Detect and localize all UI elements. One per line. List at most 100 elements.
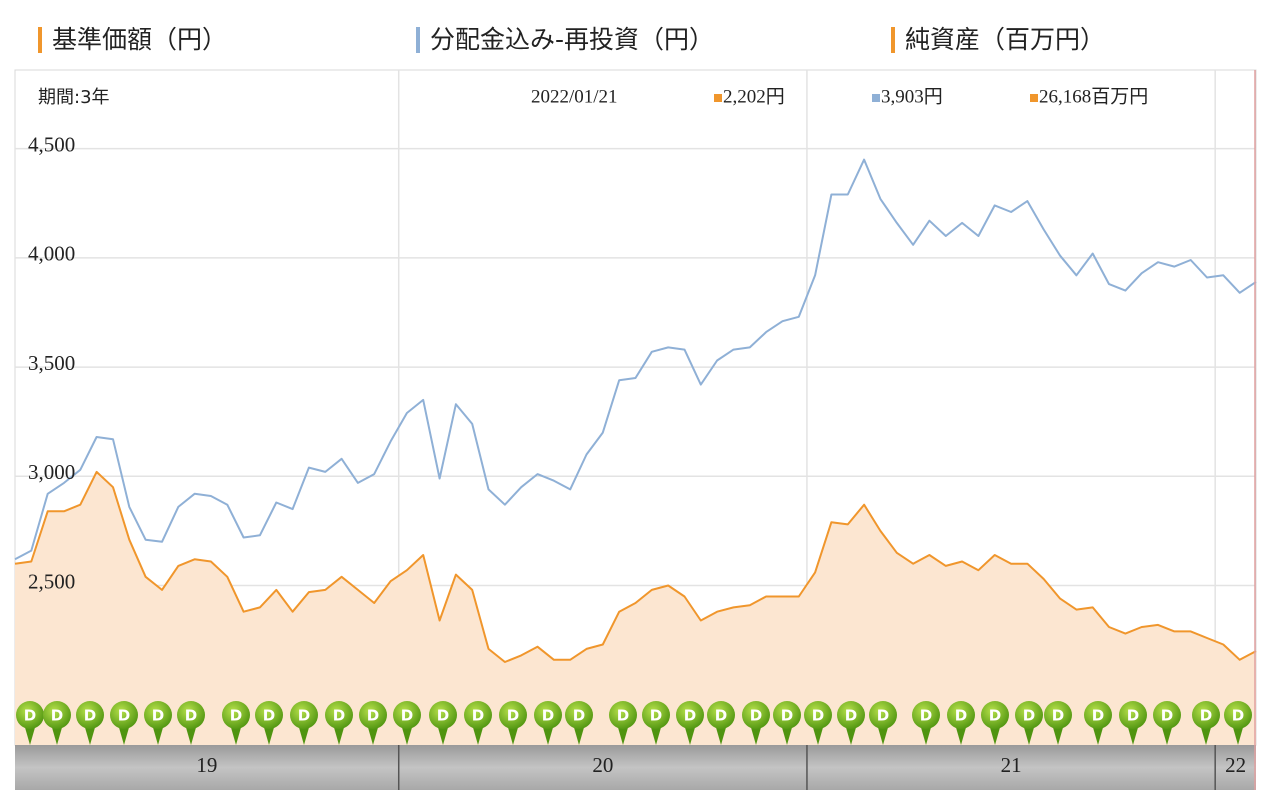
pin-stem bbox=[1052, 724, 1064, 745]
pin-label: D bbox=[750, 707, 762, 725]
pin-stem bbox=[507, 724, 519, 745]
pin-head bbox=[1044, 701, 1072, 729]
status-value: 26,168百万円 bbox=[1039, 86, 1148, 107]
pin-stem bbox=[24, 724, 36, 745]
pin-head bbox=[144, 701, 172, 729]
pin-head bbox=[1153, 701, 1181, 729]
pin-stem bbox=[437, 724, 449, 745]
pin-head bbox=[499, 701, 527, 729]
status-swatch bbox=[1030, 94, 1038, 102]
legend-label: 分配金込み-再投資（円） bbox=[430, 25, 714, 54]
legend-bar bbox=[416, 27, 420, 53]
pin-label: D bbox=[845, 707, 857, 725]
pin-head bbox=[773, 701, 801, 729]
pin-stem bbox=[989, 724, 1001, 745]
pin-head bbox=[43, 701, 71, 729]
pin-label: D bbox=[781, 707, 793, 725]
pin-head bbox=[359, 701, 387, 729]
pin-label: D bbox=[1092, 707, 1104, 725]
pin-stem bbox=[750, 724, 762, 745]
pin-stem bbox=[298, 724, 310, 745]
pin-stem bbox=[920, 724, 932, 745]
pin-stem bbox=[152, 724, 164, 745]
pin-stem bbox=[573, 724, 585, 745]
status-value: 3,903円 bbox=[881, 86, 943, 107]
pin-label: D bbox=[920, 707, 932, 725]
pin-head bbox=[76, 701, 104, 729]
pin-label: D bbox=[989, 707, 1001, 725]
pin-label: D bbox=[955, 707, 967, 725]
pin-label: D bbox=[84, 707, 96, 725]
pin-stem bbox=[781, 724, 793, 745]
pin-label: D bbox=[230, 707, 242, 725]
pin-stem bbox=[650, 724, 662, 745]
pin-label: D bbox=[118, 707, 130, 725]
pin-head bbox=[804, 701, 832, 729]
pin-stem bbox=[715, 724, 727, 745]
pin-head bbox=[742, 701, 770, 729]
pin-stem bbox=[51, 724, 63, 745]
pin-stem bbox=[230, 724, 242, 745]
pin-stem bbox=[1092, 724, 1104, 745]
pin-head bbox=[1192, 701, 1220, 729]
pin-label: D bbox=[1023, 707, 1035, 725]
pin-stem bbox=[845, 724, 857, 745]
pin-stem bbox=[684, 724, 696, 745]
pin-label: D bbox=[401, 707, 413, 725]
pin-label: D bbox=[715, 707, 727, 725]
pin-stem bbox=[118, 724, 130, 745]
legend-bar bbox=[891, 27, 895, 53]
pin-label: D bbox=[51, 707, 63, 725]
status-swatch bbox=[872, 94, 880, 102]
pin-stem bbox=[1161, 724, 1173, 745]
pin-head bbox=[676, 701, 704, 729]
area bbox=[15, 471, 1256, 745]
pin-label: D bbox=[1232, 707, 1244, 725]
pin-stem bbox=[1200, 724, 1212, 745]
pin-label: D bbox=[1200, 707, 1212, 725]
pin-head bbox=[565, 701, 593, 729]
y-tick-label: 4,500 bbox=[28, 132, 75, 156]
pin-stem bbox=[84, 724, 96, 745]
pin-head bbox=[981, 701, 1009, 729]
pin-stem bbox=[263, 724, 275, 745]
pin-stem bbox=[955, 724, 967, 745]
pin-stem bbox=[333, 724, 345, 745]
date: 2022/01/21 bbox=[531, 86, 618, 107]
pin-head bbox=[1084, 701, 1112, 729]
x-tick-label: 20 bbox=[592, 753, 613, 777]
pin-head bbox=[393, 701, 421, 729]
pin-head bbox=[1119, 701, 1147, 729]
legend-label: 純資産（百万円） bbox=[905, 25, 1105, 54]
period: 期間:3年 bbox=[38, 87, 110, 108]
pin-stem bbox=[185, 724, 197, 745]
x-tick-label: 21 bbox=[1001, 753, 1022, 777]
pin-label: D bbox=[812, 707, 824, 725]
pin-label: D bbox=[507, 707, 519, 725]
y-tick-label: 2,500 bbox=[28, 569, 75, 593]
pin-stem bbox=[401, 724, 413, 745]
pin-label: D bbox=[24, 707, 36, 725]
pin-head bbox=[609, 701, 637, 729]
line bbox=[14, 470, 1257, 663]
pin-head bbox=[464, 701, 492, 729]
pin-stem bbox=[877, 724, 889, 745]
pin-head bbox=[707, 701, 735, 729]
pin-stem bbox=[812, 724, 824, 745]
pin-head bbox=[255, 701, 283, 729]
pin-label: D bbox=[437, 707, 449, 725]
pin-label: D bbox=[650, 707, 662, 725]
pin-stem bbox=[542, 724, 554, 745]
pin-label: D bbox=[542, 707, 554, 725]
x-tick-label: 19 bbox=[196, 753, 217, 777]
pin-head bbox=[177, 701, 205, 729]
pin-label: D bbox=[684, 707, 696, 725]
status-value: 2,202円 bbox=[723, 86, 785, 107]
pin-head bbox=[642, 701, 670, 729]
legend-label: 基準価額（円） bbox=[52, 25, 227, 54]
status-swatch bbox=[714, 94, 722, 102]
pin-head bbox=[947, 701, 975, 729]
pin-head bbox=[912, 701, 940, 729]
pin-label: D bbox=[298, 707, 310, 725]
